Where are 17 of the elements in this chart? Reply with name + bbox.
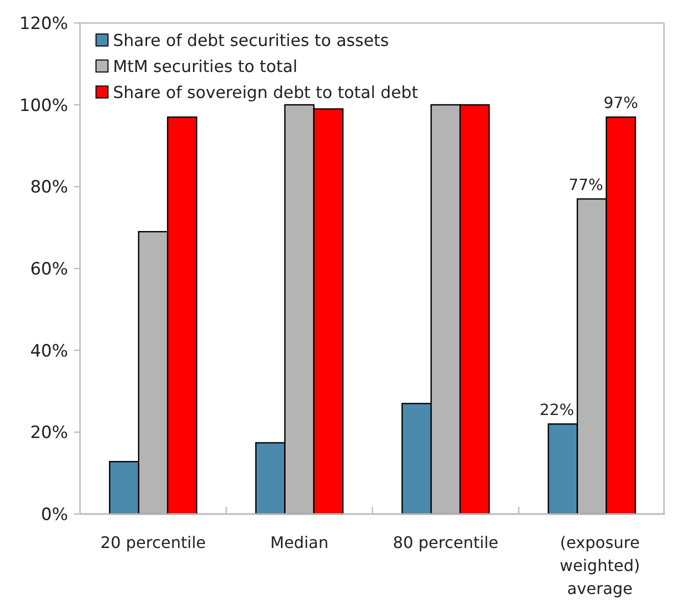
y-tick-label: 120% <box>19 14 68 34</box>
y-tick-label: 100% <box>19 96 68 116</box>
x-tick-label: (exposure weighted) average <box>560 533 640 598</box>
x-tick-label: 80 percentile <box>392 533 498 552</box>
x-tick-label: Median <box>270 533 328 552</box>
legend-label: Share of sovereign debt to total debt <box>113 82 419 102</box>
data-label: 77% <box>568 176 604 194</box>
y-tick-label: 0% <box>41 504 68 525</box>
y-tick-label: 60% <box>30 259 68 280</box>
data-label: 97% <box>604 94 638 112</box>
y-tick-label: 80% <box>30 178 68 198</box>
y-tick-label: 40% <box>30 341 68 362</box>
legend-label: Share of debt securities to assets <box>113 30 389 50</box>
legend-label: MtM securities to total <box>113 56 298 76</box>
y-tick-label: 20% <box>30 423 68 444</box>
data-label: 22% <box>540 400 574 419</box>
x-tick-label: 20 percentile <box>100 533 206 552</box>
